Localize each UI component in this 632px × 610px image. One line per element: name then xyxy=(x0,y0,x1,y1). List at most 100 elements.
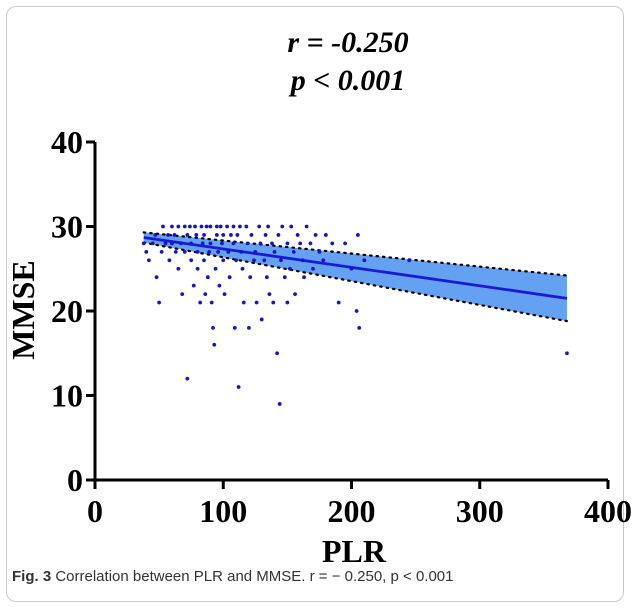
data-point xyxy=(221,258,226,263)
data-point xyxy=(289,224,294,229)
data-point xyxy=(150,241,155,246)
data-point xyxy=(258,241,263,246)
data-point xyxy=(317,249,322,254)
chart-title-line-1: r = -0.250 xyxy=(287,26,408,59)
data-point xyxy=(302,275,306,280)
data-point xyxy=(293,292,297,296)
figure-caption: Fig. 3 Correlation between PLR and MMSE.… xyxy=(12,568,454,585)
data-point xyxy=(167,258,172,263)
data-point xyxy=(180,292,185,296)
caption-text: Correlation between PLR and MMSE. r = − … xyxy=(55,568,454,585)
data-point xyxy=(154,275,159,280)
data-point xyxy=(216,249,221,254)
data-point xyxy=(185,233,190,237)
data-point xyxy=(179,241,183,246)
y-tick-label: 20 xyxy=(51,293,83,329)
data-point xyxy=(263,233,268,237)
data-point xyxy=(253,249,258,254)
data-point xyxy=(146,258,151,263)
data-point xyxy=(189,258,194,263)
data-point xyxy=(235,233,240,237)
data-point xyxy=(182,224,187,229)
data-point xyxy=(170,241,174,246)
data-point xyxy=(221,233,226,237)
data-point xyxy=(157,300,162,305)
data-point xyxy=(195,266,200,271)
figure-frame xyxy=(6,6,624,602)
data-point xyxy=(226,249,231,254)
data-point xyxy=(304,224,309,229)
data-point xyxy=(209,300,214,305)
data-point xyxy=(357,326,362,330)
data-point xyxy=(204,224,209,229)
data-point xyxy=(211,326,215,330)
data-point xyxy=(220,241,224,246)
data-point xyxy=(245,241,250,246)
data-point xyxy=(141,241,146,246)
data-point xyxy=(227,275,232,280)
data-point xyxy=(205,275,210,280)
data-point xyxy=(193,224,197,229)
data-point xyxy=(188,224,192,229)
data-point xyxy=(176,266,181,271)
x-tick-label: 100 xyxy=(199,493,247,529)
data-point xyxy=(407,258,412,263)
data-point xyxy=(330,241,335,246)
data-point xyxy=(208,241,213,246)
data-point xyxy=(291,249,296,254)
ci-lower-line xyxy=(142,241,569,323)
data-point xyxy=(311,266,315,271)
x-tick-label: 300 xyxy=(456,493,504,529)
data-point xyxy=(300,258,305,263)
data-point xyxy=(262,258,267,263)
data-point xyxy=(313,233,318,237)
data-point xyxy=(282,275,287,280)
data-point xyxy=(239,249,244,254)
y-tick-label: 0 xyxy=(67,462,83,498)
data-point xyxy=(163,241,168,246)
data-point xyxy=(191,283,196,288)
data-point xyxy=(198,300,203,305)
data-point xyxy=(247,326,251,330)
data-point xyxy=(240,266,245,271)
data-point xyxy=(275,351,280,356)
data-point xyxy=(225,224,229,229)
data-point xyxy=(232,326,237,330)
data-point xyxy=(159,249,164,254)
data-point xyxy=(166,233,171,237)
data-point xyxy=(272,249,277,254)
data-point xyxy=(298,241,303,246)
caption-label: Fig. 3 xyxy=(12,568,52,585)
y-axis-label: MMSE xyxy=(5,260,41,360)
data-point xyxy=(231,241,236,246)
confidence-band xyxy=(143,232,567,322)
data-point xyxy=(199,224,204,229)
data-point xyxy=(189,241,194,246)
data-point xyxy=(248,275,253,280)
data-point xyxy=(203,292,208,296)
data-point xyxy=(218,224,223,229)
data-point xyxy=(280,224,285,229)
ci-upper-line xyxy=(142,231,569,277)
data-point xyxy=(249,233,254,237)
y-tick-label: 40 xyxy=(51,124,83,160)
data-point xyxy=(285,241,290,246)
data-point xyxy=(207,249,212,254)
y-tick-label: 30 xyxy=(51,209,83,245)
data-point xyxy=(257,224,262,229)
data-point xyxy=(236,385,241,389)
chart-title-line-2: p < 0.001 xyxy=(288,64,406,97)
data-point xyxy=(202,258,206,263)
data-point xyxy=(343,241,347,246)
data-point xyxy=(288,266,292,271)
data-point xyxy=(244,224,249,229)
data-point xyxy=(194,233,199,237)
x-tick-label: 0 xyxy=(87,493,103,529)
data-point xyxy=(195,249,200,254)
data-point xyxy=(212,342,217,347)
data-point xyxy=(222,292,227,296)
data-point xyxy=(323,233,328,237)
data-point xyxy=(336,300,341,305)
x-tick-label: 400 xyxy=(584,493,632,529)
